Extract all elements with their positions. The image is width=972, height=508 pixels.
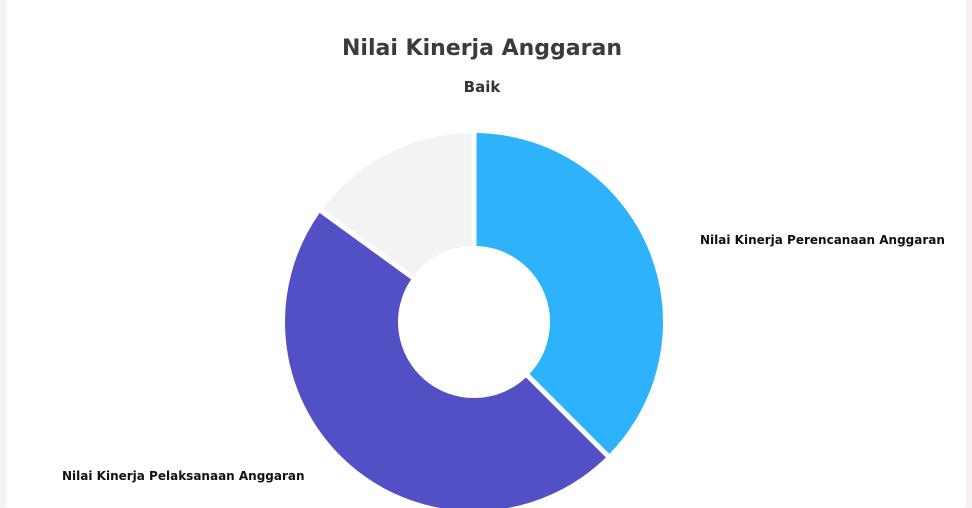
chart-card: Nilai Kinerja Anggaran Baik Nilai Kinerj… bbox=[6, 0, 966, 508]
donut-slice-1[interactable] bbox=[474, 131, 665, 457]
chart-title: Nilai Kinerja Anggaran bbox=[342, 36, 622, 61]
donut-slice-3[interactable] bbox=[320, 131, 474, 278]
donut-slices bbox=[283, 131, 665, 508]
donut-slice-2[interactable] bbox=[283, 210, 609, 508]
slice-label-2: Nilai Kinerja Pelaksanaan Anggaran bbox=[62, 469, 305, 483]
slice-label-1: Nilai Kinerja Perencanaan Anggaran bbox=[700, 233, 945, 247]
chart-subtitle: Baik bbox=[463, 78, 501, 96]
donut-chart: Nilai Kinerja Perencanaan Anggaran Nilai … bbox=[62, 131, 945, 508]
slice-labels: Nilai Kinerja Perencanaan Anggaran Nilai … bbox=[62, 233, 945, 483]
